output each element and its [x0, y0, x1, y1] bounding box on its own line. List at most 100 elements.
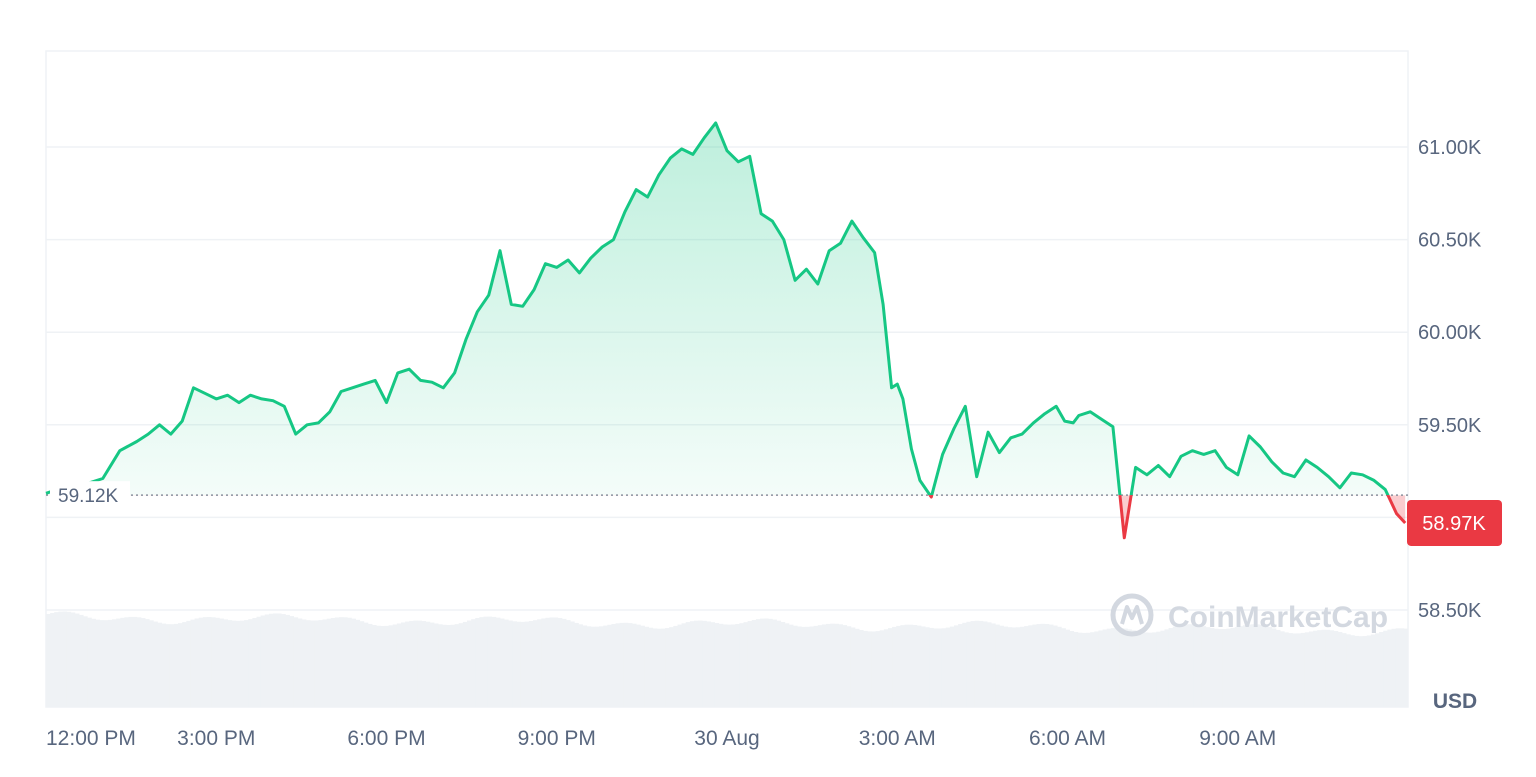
- volume-bar: [281, 614, 286, 707]
- volume-bar: [66, 611, 72, 707]
- volume-bar: [508, 620, 513, 707]
- volume-bar: [384, 625, 389, 707]
- volume-bar: [1131, 630, 1136, 707]
- x-tick-label: 12:00 PM: [46, 727, 136, 750]
- volume-bar: [1337, 632, 1343, 707]
- volume-bar: [945, 627, 951, 707]
- volume-bar: [215, 617, 220, 707]
- volume-bar: [702, 620, 707, 707]
- volume-bar: [1114, 627, 1120, 707]
- volume-bar: [58, 611, 63, 707]
- volume-bar: [454, 624, 460, 707]
- volume-bar: [1292, 633, 1297, 707]
- volume-bar: [219, 618, 224, 707]
- volume-bar: [665, 628, 670, 707]
- volume-bar: [776, 620, 782, 707]
- volume-bar: [475, 618, 480, 707]
- volume-bar: [165, 624, 171, 707]
- volume-bar: [755, 619, 761, 707]
- volume-bar: [611, 623, 616, 707]
- volume-bar: [487, 616, 493, 707]
- volume-bar: [1028, 625, 1033, 707]
- volume-bar: [842, 625, 848, 707]
- volume-bar: [194, 618, 200, 707]
- volume-bar: [1387, 629, 1392, 707]
- volume-bar: [685, 622, 691, 707]
- volume-bar: [648, 627, 654, 707]
- volume-bar: [1172, 626, 1178, 707]
- volume-bar: [124, 617, 129, 707]
- volume-bar: [1308, 631, 1314, 707]
- volume-bar: [854, 628, 860, 707]
- x-tick-label: 6:00 PM: [347, 727, 425, 750]
- volume-bar: [995, 624, 1000, 707]
- volume-bar: [136, 617, 142, 707]
- volume-bar: [107, 619, 113, 707]
- volume-bar: [698, 620, 703, 707]
- volume-bar: [132, 616, 138, 707]
- volume-bar: [479, 617, 484, 707]
- volume-bar: [1069, 630, 1075, 707]
- volume-bar: [1304, 632, 1310, 707]
- volume-bar: [95, 619, 101, 707]
- volume-bar: [681, 623, 687, 707]
- volume-bar: [735, 624, 740, 707]
- volume-bar: [491, 616, 497, 707]
- volume-bar: [1370, 634, 1376, 707]
- watermark-text: CoinMarketCap: [1168, 601, 1388, 634]
- volume-bar: [1106, 628, 1112, 707]
- volume-bar: [830, 623, 835, 707]
- volume-bar: [462, 621, 468, 707]
- volume-bar: [256, 616, 262, 707]
- volume-bar: [318, 620, 323, 707]
- volume-bar: [1181, 624, 1186, 707]
- volume-bar: [1267, 627, 1273, 707]
- volume-bar: [1300, 632, 1306, 707]
- volume-bar: [966, 621, 971, 707]
- volume-bar: [433, 623, 439, 707]
- volume-bar: [722, 624, 728, 707]
- volume-bar: [908, 624, 914, 707]
- y-tick-label: 59.50K: [1418, 415, 1482, 437]
- volume-bar: [603, 625, 608, 707]
- volume-bar: [400, 622, 406, 707]
- volume-bar: [466, 620, 472, 707]
- volume-bar: [1189, 624, 1194, 707]
- volume-bar: [900, 625, 905, 707]
- volume-bar: [1271, 628, 1277, 707]
- x-tick-label: 9:00 PM: [518, 727, 596, 750]
- volume-bar: [887, 628, 893, 707]
- volume-bar: [669, 627, 674, 707]
- y-tick-label: 60.00K: [1418, 322, 1482, 344]
- volume-bar: [1160, 630, 1165, 707]
- volume-bar: [1086, 632, 1091, 707]
- volume-bar: [520, 621, 526, 707]
- volume-bar: [1176, 625, 1182, 707]
- volume-bar: [516, 621, 522, 707]
- volume-bar: [1379, 632, 1384, 707]
- volume-bar: [916, 625, 922, 707]
- volume-bar: [380, 626, 385, 707]
- volume-bar: [656, 628, 662, 707]
- volume-bar: [801, 626, 806, 707]
- volume-bar: [660, 628, 666, 707]
- volume-bar: [231, 620, 237, 707]
- volume-bar: [1321, 629, 1326, 707]
- volume-bar: [260, 615, 266, 707]
- volume-bar: [99, 620, 105, 707]
- volume-bar: [920, 626, 926, 707]
- volume-bar: [846, 626, 852, 707]
- coinmarketcap-logo-mark: [1120, 605, 1144, 625]
- volume-bar: [1284, 632, 1289, 707]
- volume-bar: [1251, 624, 1256, 707]
- volume-bar: [528, 621, 534, 707]
- volume-bar: [1098, 630, 1103, 707]
- volume-bar: [627, 623, 633, 707]
- volume-bar: [252, 618, 257, 707]
- volume-bar: [50, 612, 55, 707]
- volume-bar: [954, 625, 959, 707]
- volume-bar: [541, 618, 546, 707]
- volume-bar: [706, 621, 711, 707]
- volume-bar: [1325, 629, 1330, 707]
- volume-bar: [504, 619, 509, 707]
